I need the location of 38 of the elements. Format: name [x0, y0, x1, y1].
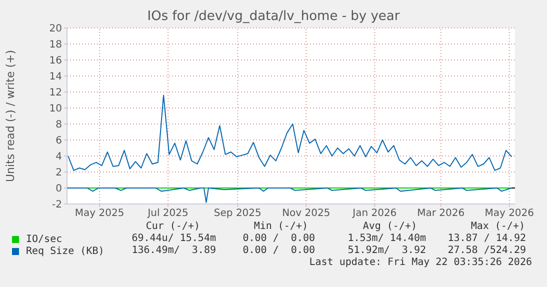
text: 13.87 / 14.92: [448, 233, 526, 244]
x-tick-label: Sep 2025: [214, 208, 262, 220]
text: Cur (-/+): [144, 221, 200, 233]
y-tick-label: 6: [56, 136, 62, 147]
text: Avg (-/+): [362, 221, 417, 232]
text: 136.49m/ 3.89: [132, 245, 216, 256]
text: 27.58 /524.29: [448, 245, 526, 256]
text: 51.92m/ 3.92: [348, 245, 426, 256]
y-tick-label: 4: [56, 152, 62, 163]
y-axis-title: Units read (-) / write (+): [4, 50, 17, 182]
line-series: [68, 94, 512, 171]
line-series: [68, 188, 512, 203]
y-tick-label: -2: [52, 200, 62, 211]
y-tick-label: 20: [49, 24, 62, 35]
chart-title: IOs for /dev/vg_data/lv_home - by year: [146, 9, 401, 24]
x-tick-label: Mar 2026: [417, 208, 465, 220]
y-tick-label: 18: [49, 40, 62, 51]
legend-label: Req Size (KB): [26, 246, 104, 256]
text: 69.44u/ 15.54m: [132, 233, 216, 244]
y-tick-label: 0: [56, 184, 62, 195]
text: 0.00 / 0.00: [242, 233, 315, 244]
text: 0.00 / 0.00: [242, 245, 315, 256]
x-tick-label: May 2026: [484, 208, 534, 220]
text: Last update: Fri May 22 03:35:26 2026: [308, 257, 532, 269]
y-tick-label: 16: [49, 56, 62, 67]
legend-label: IO/sec: [26, 234, 62, 244]
y-tick-label: 12: [49, 88, 62, 99]
y-tick-label: 14: [49, 72, 62, 83]
x-tick-label: Jan 2026: [352, 208, 397, 220]
x-tick-label: May 2025: [74, 208, 124, 220]
x-tick-label: Nov 2025: [282, 208, 330, 220]
y-tick-label: 8: [56, 120, 62, 131]
x-tick-label: Jul 2025: [146, 208, 188, 220]
text: 1.53m/ 14.40m: [348, 233, 426, 244]
y-tick-label: 2: [56, 168, 62, 179]
y-tick-label: 10: [49, 104, 62, 115]
text: Max (-/+): [470, 221, 525, 232]
text: Min (-/+): [254, 221, 308, 232]
